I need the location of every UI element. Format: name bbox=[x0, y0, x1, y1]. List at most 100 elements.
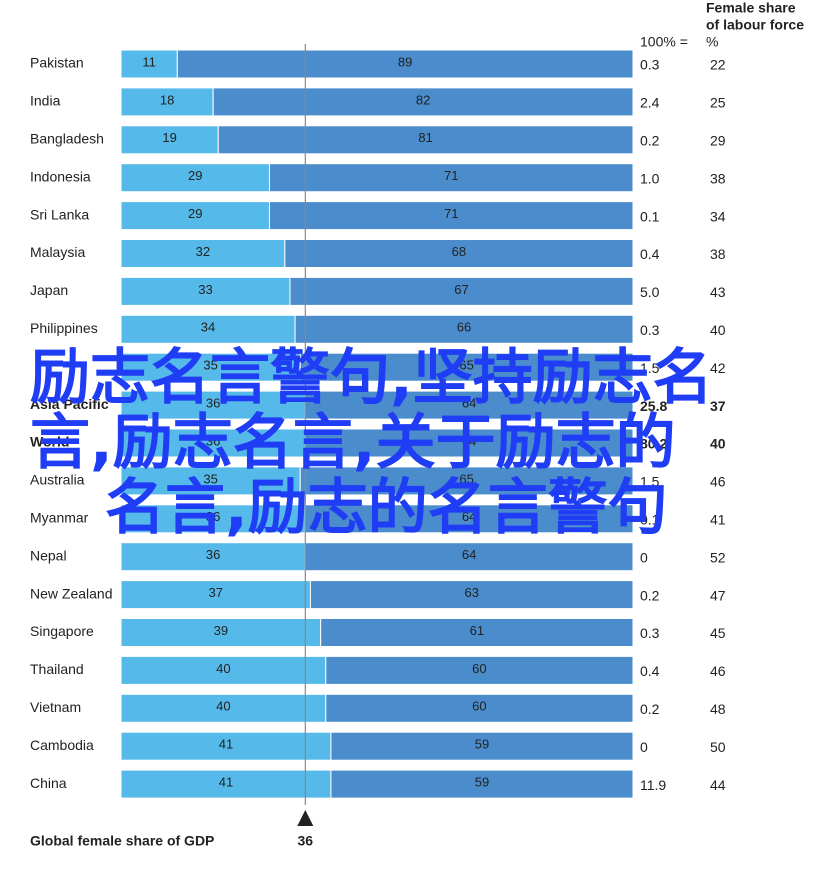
segment-label: 37 bbox=[208, 585, 222, 600]
segment-label: 40 bbox=[216, 661, 230, 676]
segment-label: 18 bbox=[160, 92, 174, 107]
labour-value: 52 bbox=[710, 549, 726, 565]
labour-value: 48 bbox=[710, 701, 726, 717]
labour-value: 50 bbox=[710, 739, 726, 755]
category-label: Nepal bbox=[30, 547, 67, 563]
bar-segment bbox=[176, 49, 634, 79]
segment-label: 35 bbox=[203, 358, 217, 373]
segment-label: 65 bbox=[459, 358, 473, 373]
bar-segment bbox=[120, 466, 301, 496]
gdp-value: 0.2 bbox=[640, 133, 660, 149]
labour-value: 43 bbox=[710, 284, 726, 300]
category-label: World bbox=[30, 434, 69, 450]
labour-value: 45 bbox=[710, 625, 726, 641]
segment-label: 68 bbox=[452, 244, 466, 259]
gdp-value: 0.2 bbox=[640, 701, 660, 717]
segment-label: 61 bbox=[470, 623, 484, 638]
category-label: Cambodia bbox=[30, 737, 94, 753]
bar-segment bbox=[120, 276, 291, 306]
segment-label: 64 bbox=[462, 547, 476, 562]
labour-value: 22 bbox=[710, 57, 726, 73]
labour-value: 44 bbox=[710, 777, 726, 793]
column-header: % bbox=[706, 34, 718, 50]
category-label: Thailand bbox=[30, 661, 84, 677]
watermark-text: 励志名言警句,坚持励志名 bbox=[30, 343, 713, 413]
gdp-value: 1.5 bbox=[640, 474, 660, 490]
bar-segment bbox=[217, 125, 634, 155]
bar-segment bbox=[294, 314, 634, 344]
category-label: Bangladesh bbox=[30, 131, 104, 147]
gdp-value: 0.1 bbox=[640, 208, 660, 224]
category-label: Australia bbox=[30, 472, 85, 488]
segment-label: 60 bbox=[472, 699, 486, 714]
gdp-value: 2.4 bbox=[640, 95, 660, 111]
segment-label: 32 bbox=[196, 244, 210, 259]
labour-value: 46 bbox=[710, 474, 726, 490]
segment-label: 59 bbox=[475, 775, 489, 790]
bar-segment bbox=[299, 352, 634, 382]
labour-value: 38 bbox=[710, 246, 726, 262]
category-label: Singapore bbox=[30, 623, 94, 639]
labour-value: 47 bbox=[710, 587, 726, 603]
labour-value: 40 bbox=[710, 322, 726, 338]
category-label: China bbox=[30, 775, 67, 791]
watermark-text: 言,励志名言,关于励志的 bbox=[30, 408, 676, 478]
gdp-value: 0.4 bbox=[640, 246, 660, 262]
labour-value: 34 bbox=[710, 208, 726, 224]
segment-label: 19 bbox=[162, 130, 176, 145]
segment-label: 41 bbox=[219, 775, 233, 790]
reference-value: 36 bbox=[298, 833, 314, 849]
gdp-value: 0.3 bbox=[640, 322, 660, 338]
category-label: New Zealand bbox=[30, 585, 113, 601]
bar-segment bbox=[120, 428, 306, 458]
segment-label: 82 bbox=[416, 92, 430, 107]
column-title: Female share bbox=[706, 0, 796, 16]
segment-label: 71 bbox=[444, 168, 458, 183]
bar-segment bbox=[120, 390, 306, 420]
segment-label: 11 bbox=[142, 54, 156, 69]
segment-label: 36 bbox=[206, 547, 220, 562]
segment-label: 66 bbox=[457, 320, 471, 335]
segment-label: 39 bbox=[214, 623, 228, 638]
bar-segment bbox=[268, 163, 634, 193]
segment-label: 64 bbox=[462, 433, 476, 448]
segment-label: 65 bbox=[459, 471, 473, 486]
bar-segment bbox=[299, 466, 634, 496]
category-label: Vietnam bbox=[30, 699, 81, 715]
column-header: 100% = bbox=[640, 34, 688, 50]
bar-segment bbox=[320, 618, 634, 647]
segment-label: 40 bbox=[216, 699, 230, 714]
gdp-value: 0 bbox=[640, 549, 648, 565]
segment-label: 89 bbox=[398, 54, 412, 69]
category-label: Asia Pacific bbox=[30, 396, 109, 412]
bar-segment bbox=[120, 731, 332, 761]
category-label: Myanmar bbox=[30, 510, 89, 526]
labour-value: 41 bbox=[710, 512, 726, 528]
bar-segment bbox=[120, 201, 270, 231]
gdp-value: 0.4 bbox=[640, 663, 660, 679]
labour-value: 29 bbox=[710, 133, 726, 149]
watermark-text: 名言,励志的名言警句 bbox=[105, 473, 668, 543]
bar-segment bbox=[330, 769, 634, 799]
segment-label: 71 bbox=[444, 206, 458, 221]
category-label: Sri Lanka bbox=[30, 206, 89, 222]
segment-label: 64 bbox=[462, 509, 476, 524]
bar-segment bbox=[120, 618, 322, 647]
bar-segment bbox=[325, 655, 634, 685]
segment-label: 81 bbox=[418, 130, 432, 145]
reference-label: Global female share of GDP bbox=[30, 833, 214, 849]
segment-label: 36 bbox=[206, 509, 220, 524]
gdp-value: 0 bbox=[640, 739, 648, 755]
segment-label: 34 bbox=[201, 320, 215, 335]
category-label: Indonesia bbox=[30, 168, 91, 184]
category-label: Japan bbox=[30, 282, 68, 298]
labour-value: 40 bbox=[710, 436, 726, 452]
bar-segment bbox=[120, 504, 306, 534]
bar-segment bbox=[325, 693, 634, 723]
gdp-value: 0.2 bbox=[640, 587, 660, 603]
category-label: Philippines bbox=[30, 320, 98, 336]
gdp-value: 80.2 bbox=[640, 436, 667, 452]
segment-label: 35 bbox=[203, 471, 217, 486]
bar-segment bbox=[309, 580, 634, 610]
bar-segment bbox=[330, 731, 634, 761]
